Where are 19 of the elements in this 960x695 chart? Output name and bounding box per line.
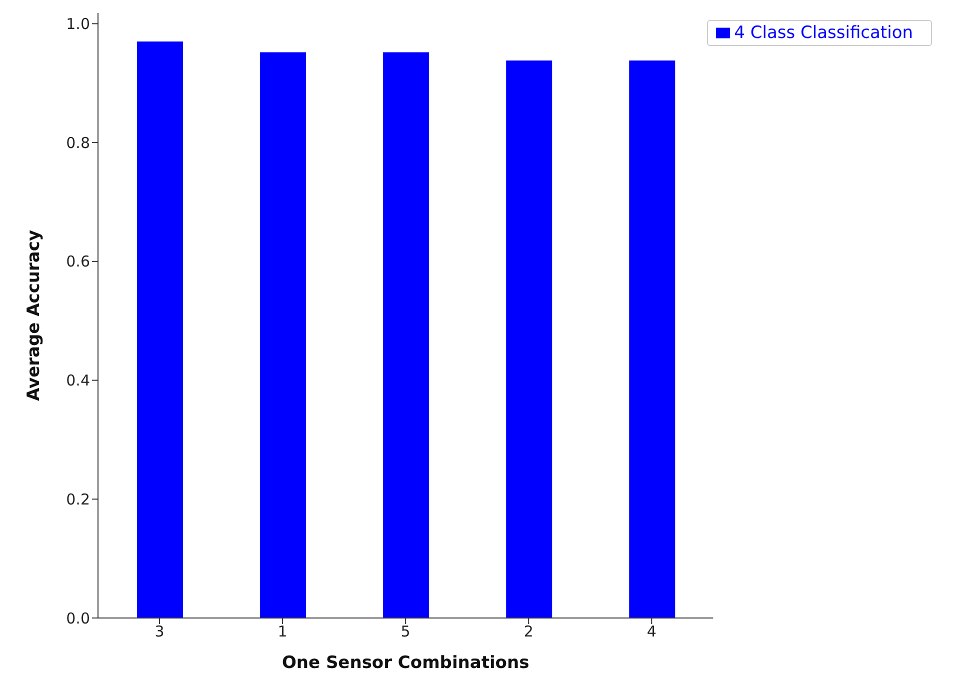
y-tick-label: 0.8 [66, 134, 90, 152]
bar [137, 42, 183, 618]
y-tick-label: 0.6 [66, 252, 90, 271]
x-tick-label: 3 [154, 622, 164, 641]
bar [383, 52, 430, 618]
x-tick-label: 5 [400, 622, 410, 641]
bar [629, 60, 676, 618]
x-tick-label: 2 [524, 622, 534, 641]
y-tick-label: 0.0 [66, 609, 90, 628]
x-tick-label: 4 [646, 622, 656, 641]
y-tick-label: 0.2 [66, 490, 90, 508]
y-tick-label: 0.4 [66, 372, 90, 390]
x-tick-label: 1 [278, 622, 288, 641]
y-axis-title: Average Accuracy [24, 230, 44, 402]
bar [506, 60, 552, 618]
legend-label: 4 Class Classification [734, 23, 913, 43]
x-axis-title: One Sensor Combinations [282, 653, 530, 673]
bar [260, 52, 306, 618]
y-tick-label: 1.0 [66, 15, 90, 34]
